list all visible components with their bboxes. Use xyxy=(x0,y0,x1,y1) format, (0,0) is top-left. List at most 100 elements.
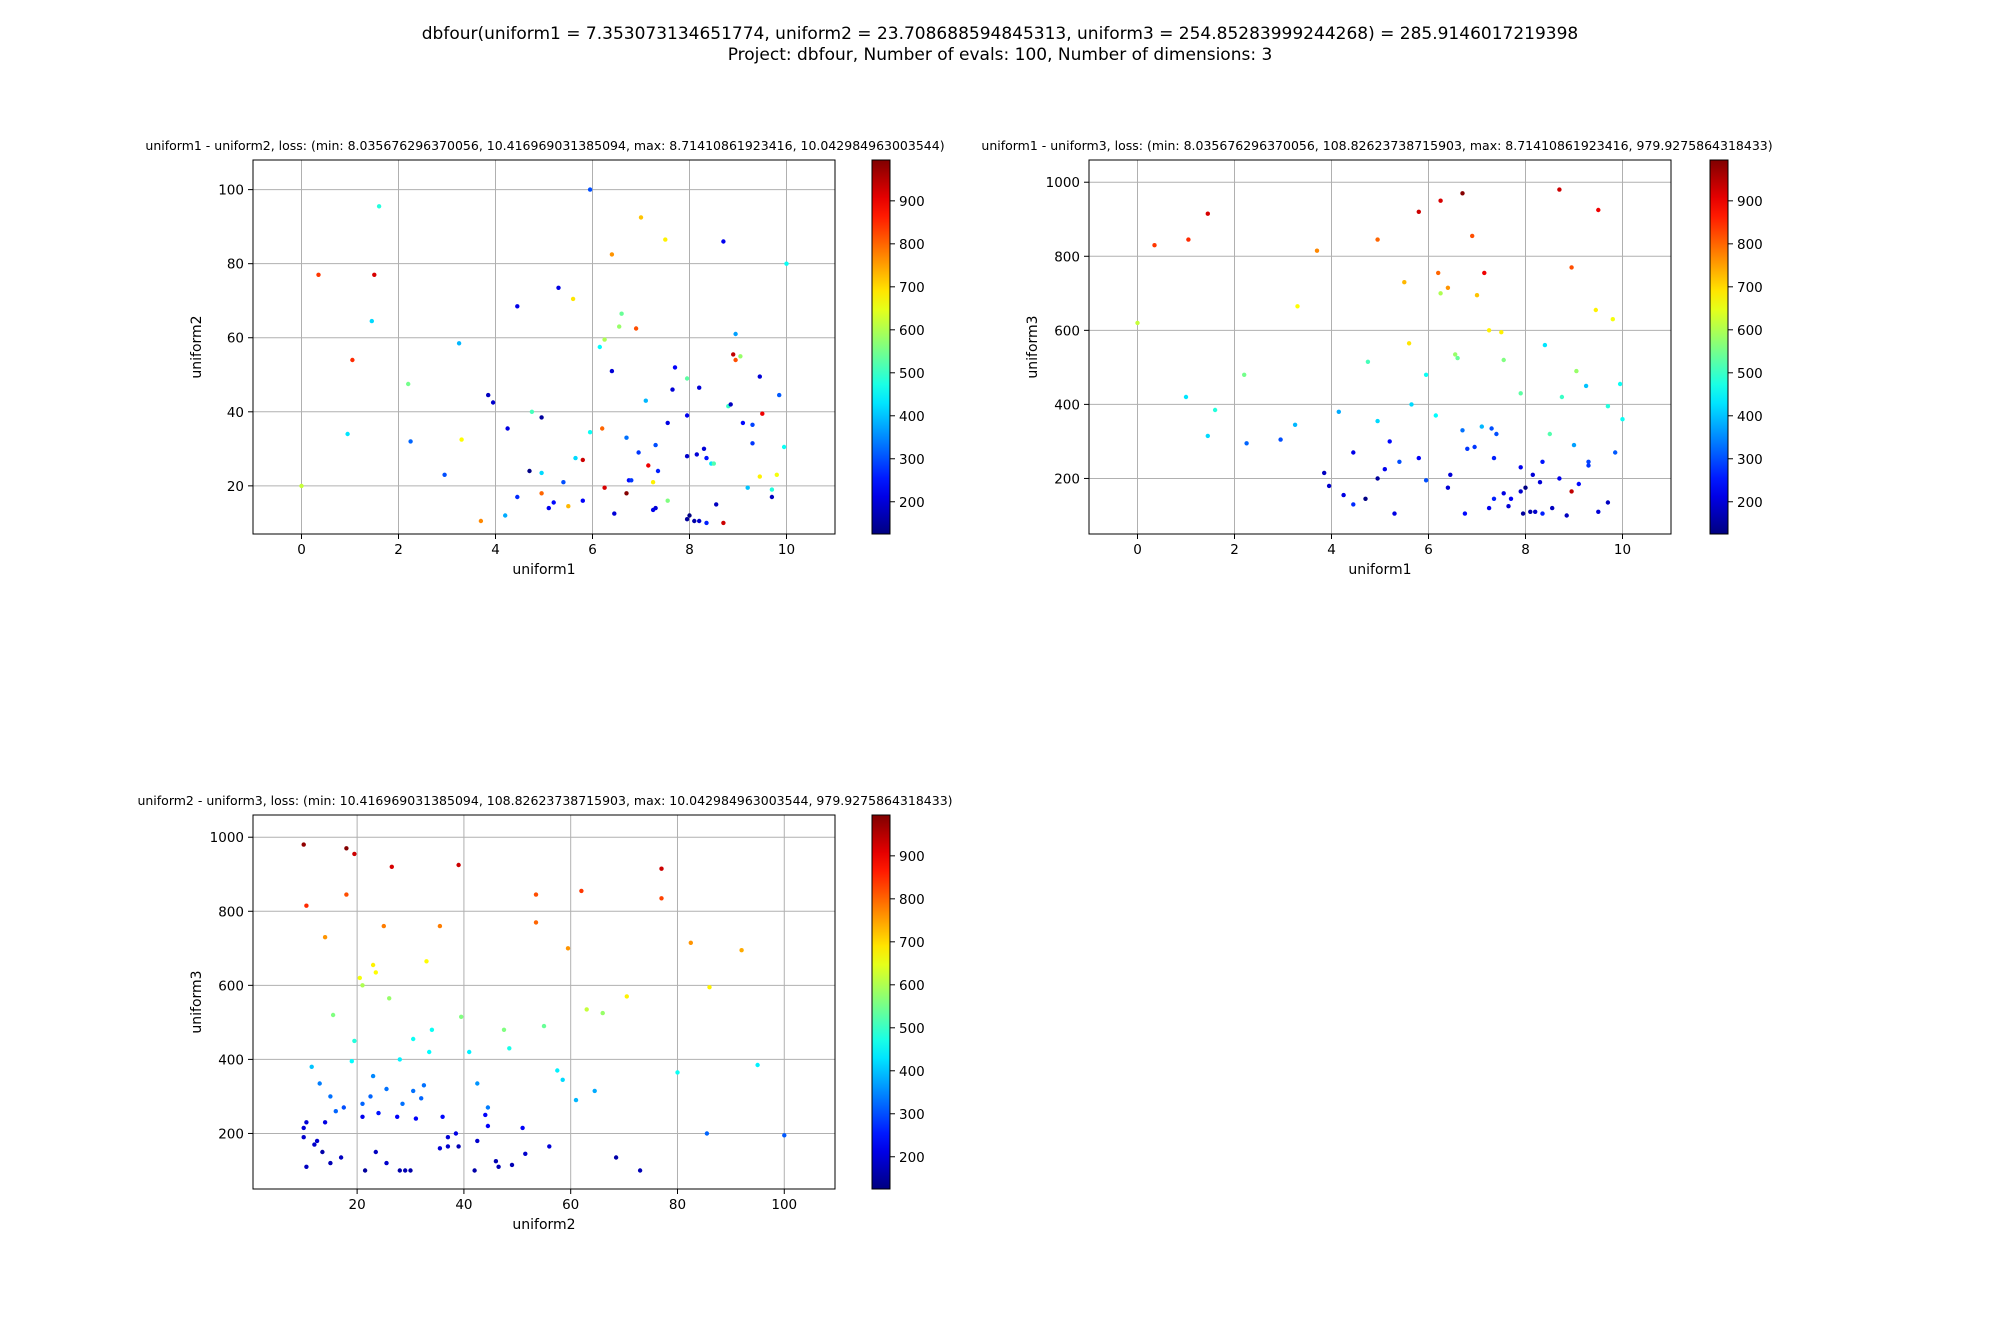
scatter-point xyxy=(1341,492,1346,498)
scatter-point xyxy=(711,461,716,466)
scatter-point xyxy=(643,398,648,403)
scatter-point xyxy=(485,1105,491,1110)
colorbar-tick-label: 700 xyxy=(899,280,925,296)
scatter-point xyxy=(584,1007,589,1012)
scatter-point xyxy=(1135,320,1140,326)
scatter-point xyxy=(636,450,641,455)
scatter-point xyxy=(655,468,661,474)
scatter-point xyxy=(587,430,593,435)
scatter-point xyxy=(663,237,668,242)
scatter-point xyxy=(362,1168,368,1173)
scatter-point xyxy=(592,1088,597,1094)
scatter-point xyxy=(421,1083,427,1088)
scatter-point xyxy=(1244,441,1249,446)
subplot-title: uniform1 - uniform3, loss: (min: 8.03567… xyxy=(981,138,1772,153)
scatter-point xyxy=(1322,470,1327,476)
scatter-point xyxy=(352,851,357,857)
scatter-point xyxy=(659,896,664,901)
scatter-point xyxy=(731,352,736,357)
scatter-point xyxy=(1574,368,1579,374)
scatter-point xyxy=(360,1101,365,1107)
scatter-point xyxy=(1571,442,1577,448)
scatter-point xyxy=(580,498,585,503)
y-tick-label: 1000 xyxy=(210,830,244,846)
y-axis-label: uniform2 xyxy=(189,315,205,378)
colorbar-tick-label: 800 xyxy=(899,892,925,908)
x-tick-label: 80 xyxy=(669,1197,686,1213)
scatter-point xyxy=(486,392,491,398)
scatter-point xyxy=(565,946,571,951)
y-tick-label: 20 xyxy=(227,479,244,495)
colorbar-tick-label: 400 xyxy=(1737,409,1763,425)
scatter-point xyxy=(413,1116,419,1121)
colorbar-tick-label: 200 xyxy=(899,495,925,511)
x-tick-label: 40 xyxy=(455,1197,472,1213)
scatter-point xyxy=(704,520,709,526)
x-axis-label: uniform1 xyxy=(512,562,575,578)
scatter-point xyxy=(1445,285,1451,290)
colorbar-tick-label: 500 xyxy=(899,366,925,382)
scatter-point xyxy=(1569,265,1574,270)
scatter-point xyxy=(600,1010,605,1016)
scatter-point xyxy=(1438,291,1443,296)
scatter-point xyxy=(301,1135,306,1140)
scatter-point xyxy=(1520,511,1526,516)
colorbar: 200 300 400 500 600 700 800 900 xyxy=(871,814,925,1190)
scatter-point xyxy=(1501,357,1506,363)
scatter-point xyxy=(579,888,584,894)
scatter-point xyxy=(561,480,566,485)
colorbar-tick-label: 800 xyxy=(899,237,925,253)
x-axis-label: uniform1 xyxy=(1348,562,1411,578)
scatter-point xyxy=(547,1144,552,1149)
scatter-point xyxy=(515,494,520,500)
scatter-point xyxy=(1523,485,1528,490)
subplot-1: uniform1 - uniform2, loss: (min: 8.03567… xyxy=(145,138,944,578)
colorbar-tick-label: 800 xyxy=(1737,237,1763,253)
x-tick-label: 100 xyxy=(771,1197,797,1213)
y-tick-label: 40 xyxy=(227,405,244,421)
scatter-point xyxy=(769,494,775,500)
scatter-point xyxy=(684,413,690,418)
scatter-point xyxy=(624,435,629,440)
scatter-point xyxy=(352,1038,357,1044)
y-tick-label: 60 xyxy=(227,331,244,347)
colorbar-tick-label: 400 xyxy=(899,409,925,425)
scatter-point xyxy=(503,513,508,518)
scatter-point xyxy=(333,1109,338,1114)
scatter-point xyxy=(684,454,690,459)
scatter-point xyxy=(1518,465,1523,470)
scatter-point xyxy=(309,1064,314,1070)
scatter-point xyxy=(602,337,607,342)
scatter-point xyxy=(1547,431,1553,437)
subplot-title: uniform1 - uniform2, loss: (min: 8.03567… xyxy=(145,138,944,153)
scatter-point xyxy=(704,455,709,461)
scatter-point xyxy=(384,1160,389,1166)
scatter-point xyxy=(721,239,726,244)
scatter-point xyxy=(546,505,551,511)
axes-frame xyxy=(252,159,836,535)
scatter-point xyxy=(459,437,464,442)
scatter-point xyxy=(1494,431,1499,437)
colorbar: 200 300 400 500 600 700 800 900 xyxy=(871,159,925,535)
scatter-point xyxy=(672,365,678,370)
scatter-point xyxy=(445,1144,451,1149)
y-tick-label: 200 xyxy=(218,1126,244,1142)
scatter-point xyxy=(1540,459,1545,464)
scatter-point xyxy=(459,1014,464,1019)
scatter-point xyxy=(637,1168,643,1173)
scatter-point xyxy=(1605,500,1611,505)
scatter-point xyxy=(1486,505,1492,511)
scatter-point xyxy=(1528,509,1533,514)
colorbar-gradient xyxy=(871,159,891,535)
scatter-point xyxy=(527,468,532,474)
scatter-point xyxy=(1448,472,1453,477)
scatter-point xyxy=(1557,187,1562,192)
scatter-point xyxy=(345,431,350,437)
scatter-point xyxy=(659,866,664,871)
scatter-point xyxy=(1583,383,1589,389)
scatter-point xyxy=(406,381,411,387)
scatter-point xyxy=(1375,418,1380,424)
scatter-point xyxy=(539,415,544,420)
colorbar-tick-label: 500 xyxy=(899,1021,925,1037)
scatter-point xyxy=(714,502,719,507)
